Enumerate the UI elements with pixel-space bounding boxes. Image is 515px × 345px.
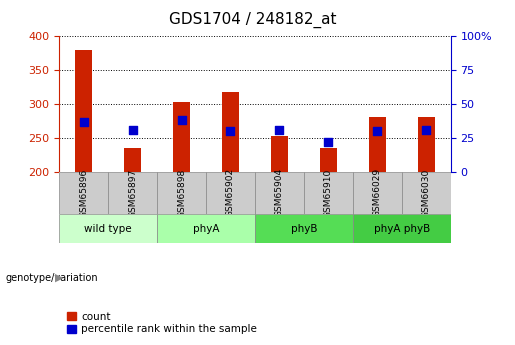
Point <box>422 127 430 132</box>
Bar <box>206 172 255 214</box>
Bar <box>75 50 92 172</box>
Text: phyA: phyA <box>193 224 219 234</box>
Bar <box>124 148 141 172</box>
Bar <box>255 214 353 243</box>
Text: GSM66030: GSM66030 <box>422 168 431 218</box>
Bar <box>157 172 206 214</box>
Bar <box>402 172 451 214</box>
Text: phyA phyB: phyA phyB <box>373 224 430 234</box>
Bar <box>222 92 239 172</box>
Text: GSM65898: GSM65898 <box>177 168 186 218</box>
Text: GSM65897: GSM65897 <box>128 168 137 218</box>
Text: GSM65910: GSM65910 <box>324 168 333 218</box>
Bar <box>59 214 157 243</box>
Bar <box>304 172 353 214</box>
Bar <box>59 172 108 214</box>
Text: genotype/variation: genotype/variation <box>5 273 98 283</box>
Text: phyB: phyB <box>290 224 317 234</box>
Bar <box>173 102 190 172</box>
Text: GSM65904: GSM65904 <box>275 168 284 217</box>
Legend: count, percentile rank within the sample: count, percentile rank within the sample <box>64 309 259 336</box>
Point <box>79 119 88 124</box>
Text: ▶: ▶ <box>55 273 63 283</box>
Point <box>226 128 234 134</box>
Bar <box>320 148 337 172</box>
Bar <box>255 172 304 214</box>
Point <box>129 127 137 132</box>
Bar <box>108 172 157 214</box>
Point <box>373 128 381 134</box>
Text: GSM66029: GSM66029 <box>373 168 382 217</box>
Point <box>177 117 185 123</box>
Bar <box>418 118 435 172</box>
Text: wild type: wild type <box>84 224 132 234</box>
Text: GSM65902: GSM65902 <box>226 168 235 217</box>
Point <box>324 139 333 145</box>
Bar <box>369 118 386 172</box>
Bar <box>271 136 288 172</box>
Point <box>275 127 283 132</box>
Bar <box>353 172 402 214</box>
Text: GDS1704 / 248182_at: GDS1704 / 248182_at <box>168 12 336 28</box>
Text: GSM65896: GSM65896 <box>79 168 88 218</box>
Bar <box>157 214 255 243</box>
Bar <box>353 214 451 243</box>
